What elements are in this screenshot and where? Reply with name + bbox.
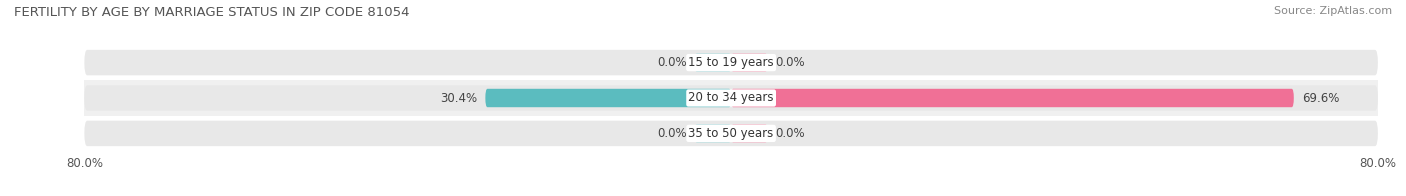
- Text: 35 to 50 years: 35 to 50 years: [689, 127, 773, 140]
- FancyBboxPatch shape: [84, 121, 1378, 146]
- Text: 0.0%: 0.0%: [657, 127, 686, 140]
- Text: 0.0%: 0.0%: [657, 56, 686, 69]
- Text: 0.0%: 0.0%: [776, 56, 806, 69]
- FancyBboxPatch shape: [695, 124, 731, 143]
- Text: 30.4%: 30.4%: [440, 92, 477, 104]
- FancyBboxPatch shape: [731, 124, 768, 143]
- Bar: [84, 80, 1378, 116]
- FancyBboxPatch shape: [84, 50, 1378, 75]
- FancyBboxPatch shape: [695, 53, 731, 72]
- Text: 20 to 34 years: 20 to 34 years: [689, 92, 773, 104]
- FancyBboxPatch shape: [731, 89, 1294, 107]
- FancyBboxPatch shape: [731, 53, 768, 72]
- Text: 15 to 19 years: 15 to 19 years: [689, 56, 773, 69]
- FancyBboxPatch shape: [84, 85, 1378, 111]
- Bar: [84, 116, 1378, 151]
- Bar: [84, 45, 1378, 80]
- Text: 69.6%: 69.6%: [1302, 92, 1340, 104]
- Text: 0.0%: 0.0%: [776, 127, 806, 140]
- FancyBboxPatch shape: [485, 89, 731, 107]
- Text: Source: ZipAtlas.com: Source: ZipAtlas.com: [1274, 6, 1392, 16]
- Text: FERTILITY BY AGE BY MARRIAGE STATUS IN ZIP CODE 81054: FERTILITY BY AGE BY MARRIAGE STATUS IN Z…: [14, 6, 409, 19]
